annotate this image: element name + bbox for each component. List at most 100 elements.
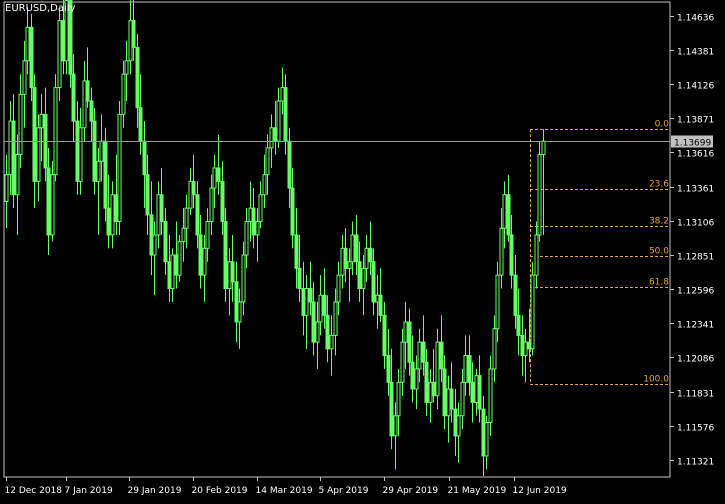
candle-body <box>220 180 225 223</box>
fibonacci-level-label: 100.0 <box>643 375 669 385</box>
candle-body <box>318 294 323 323</box>
candle-body <box>202 247 207 276</box>
fibonacci-level-label: 50.0 <box>649 247 669 257</box>
candle-body <box>325 314 330 350</box>
candle-body <box>142 140 147 176</box>
candle-body <box>244 221 249 256</box>
candle-body <box>131 20 136 48</box>
candle-body <box>297 267 302 290</box>
symbol-timeframe-label: EURUSD,Daily <box>5 3 76 14</box>
candle-body <box>11 120 16 196</box>
candle-body <box>212 167 217 189</box>
candle-body <box>177 241 182 276</box>
candle-body <box>470 381 475 403</box>
candle-body <box>442 368 447 417</box>
y-tick-label: 1.14636 <box>677 14 714 24</box>
candle-body <box>71 73 76 122</box>
x-tick-label: 5 Apr 2019 <box>319 486 369 496</box>
candle-body <box>237 301 242 323</box>
x-tick-label: 29 Jan 2019 <box>128 486 182 496</box>
candle-body <box>371 261 376 303</box>
candle-body <box>431 381 436 397</box>
candle-body <box>191 180 196 196</box>
fibonacci-level-label: 0.0 <box>655 120 670 130</box>
candle-body <box>414 368 419 390</box>
candle-body <box>336 274 341 303</box>
candle-body <box>537 154 542 236</box>
plot-frame <box>3 1 671 478</box>
candle-body <box>205 221 210 249</box>
candle-body <box>484 421 489 457</box>
candle-body <box>304 288 309 316</box>
candle-body <box>223 221 228 290</box>
candle-body <box>368 247 373 263</box>
candle-body <box>138 107 143 142</box>
candle-body <box>4 174 9 202</box>
candle-body <box>82 80 87 129</box>
candle-body <box>50 174 55 236</box>
candle-body <box>22 60 27 95</box>
y-tick-label: 1.13106 <box>677 219 714 229</box>
y-tick-label: 1.11576 <box>677 424 714 434</box>
fibonacci-level-label: 38.2 <box>649 217 669 227</box>
candle-body <box>99 140 104 162</box>
candle-body <box>195 194 200 236</box>
candle-body <box>269 127 274 149</box>
candle-body <box>36 127 41 182</box>
current-price-tag <box>671 135 713 148</box>
candle-body <box>276 100 281 142</box>
candle-body <box>135 46 140 109</box>
candle-body <box>509 234 514 276</box>
candle-body <box>145 174 150 216</box>
fibonacci-level-label: 61.8 <box>649 278 669 288</box>
x-tick-label: 20 Feb 2019 <box>192 486 248 496</box>
candle-body <box>32 87 37 182</box>
candle-body <box>287 140 292 189</box>
candle-body <box>467 355 472 383</box>
candle-body <box>103 140 108 209</box>
candle-body <box>400 341 405 383</box>
candle-body <box>96 160 101 182</box>
candle-body <box>241 254 246 303</box>
candle-body <box>57 20 62 89</box>
candle-body <box>315 321 320 343</box>
candle-body <box>513 274 518 316</box>
y-tick-label: 1.13616 <box>677 150 714 160</box>
candle-body <box>378 294 383 316</box>
candle-body <box>283 87 288 142</box>
candle-body <box>184 207 189 229</box>
candle-body <box>308 288 313 303</box>
candle-body <box>541 140 546 156</box>
candle-body <box>354 234 359 263</box>
y-tick-label: 1.12086 <box>677 355 714 365</box>
candle-body <box>152 234 157 256</box>
candle-body <box>421 341 426 363</box>
candle-body <box>456 415 461 437</box>
candle-body <box>361 267 366 290</box>
y-tick-label: 1.11321 <box>677 458 714 468</box>
candle-body <box>350 234 355 263</box>
candle-body <box>492 328 497 370</box>
candle-body <box>347 261 352 269</box>
candle-body <box>407 321 412 363</box>
candle-body <box>523 341 528 357</box>
candle-body <box>460 381 465 417</box>
candle-body <box>499 227 504 276</box>
candle-body <box>417 341 422 370</box>
y-tick-label: 1.12851 <box>677 253 714 263</box>
candle-body <box>382 314 387 357</box>
candle-body <box>46 167 51 236</box>
candle-body <box>198 234 203 276</box>
candle-body <box>322 294 327 316</box>
x-tick-label: 21 May 2019 <box>448 486 507 496</box>
y-tick-label: 1.12596 <box>677 287 714 297</box>
candle-body <box>29 26 34 89</box>
candle-body <box>495 274 500 330</box>
candle-body <box>311 301 316 343</box>
candle-body <box>110 194 115 236</box>
y-tick-label: 1.13361 <box>677 185 714 195</box>
candle-body <box>159 194 164 223</box>
candle-body <box>258 194 263 223</box>
